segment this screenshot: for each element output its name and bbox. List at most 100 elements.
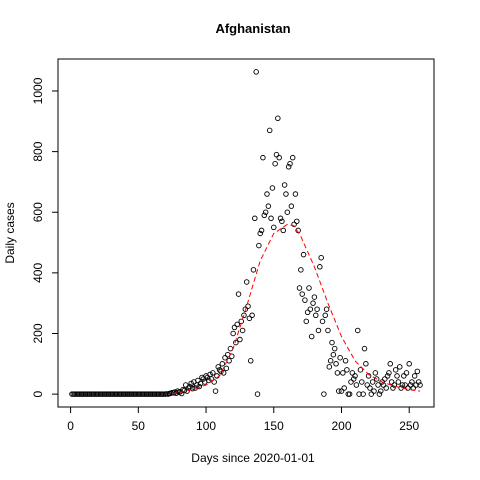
data-point [338, 388, 345, 394]
data-point [348, 379, 354, 385]
data-point [196, 383, 203, 390]
data-point [280, 227, 286, 234]
data-point [403, 370, 410, 376]
x-tick-label: 0 [67, 419, 74, 433]
data-point [331, 345, 338, 352]
data-point [391, 382, 398, 388]
data-point [234, 321, 240, 328]
data-point [283, 191, 289, 197]
data-point [372, 370, 379, 376]
data-point [292, 191, 299, 197]
data-point [304, 309, 311, 316]
data-point [407, 382, 414, 388]
smooth-line [172, 223, 421, 395]
data-point [352, 373, 358, 379]
y-tick-label: 200 [31, 323, 45, 343]
data-point [298, 267, 304, 273]
data-point [341, 385, 347, 391]
data-point [250, 267, 257, 273]
data-point [296, 285, 303, 291]
data-point [354, 327, 361, 334]
data-point [215, 364, 221, 370]
data-point [299, 291, 305, 297]
data-point [344, 367, 350, 373]
data-point [219, 361, 226, 367]
data-point [237, 336, 243, 343]
data-point [257, 230, 263, 237]
data-point [396, 364, 403, 370]
data-point [181, 387, 188, 394]
data-point [269, 185, 276, 191]
data-point [365, 373, 372, 379]
data-point [356, 391, 362, 397]
data-point [266, 127, 273, 134]
data-point [326, 364, 333, 370]
data-point [288, 203, 295, 209]
data-point [256, 242, 262, 249]
data-point [308, 333, 315, 340]
data-point [276, 154, 282, 161]
data-point [303, 318, 310, 325]
data-point [363, 361, 369, 367]
data-point [415, 379, 422, 385]
data-point [357, 367, 364, 373]
y-tick-label: 400 [31, 263, 45, 283]
data-point [220, 370, 227, 376]
data-point [306, 285, 312, 291]
data-point [323, 306, 330, 312]
data-point [273, 151, 280, 158]
data-point [265, 203, 272, 209]
plot-frame [57, 58, 435, 408]
x-tick-label: 50 [132, 419, 146, 433]
data-point [405, 385, 411, 391]
x-tick-label: 100 [196, 419, 216, 433]
data-point [172, 389, 178, 395]
data-point [210, 370, 216, 376]
chart-title: Afghanistan [215, 21, 290, 36]
data-point [330, 351, 337, 358]
data-point [262, 209, 269, 215]
data-point [268, 215, 274, 222]
data-point [349, 370, 356, 376]
data-point [247, 358, 254, 364]
data-point [294, 218, 300, 225]
data-point [336, 388, 342, 394]
data-point [313, 312, 319, 319]
data-point [392, 367, 399, 373]
data-point [395, 379, 402, 385]
data-point [260, 154, 266, 161]
data-point [223, 365, 230, 372]
data-point [310, 300, 316, 306]
data-point [376, 391, 383, 397]
x-axis-label: Days since 2020-01-01 [191, 451, 315, 465]
data-point [275, 115, 281, 122]
data-point [321, 391, 327, 397]
data-point [350, 376, 357, 382]
data-point [340, 370, 346, 376]
data-point [322, 312, 328, 319]
y-tick-label: 600 [31, 202, 45, 222]
data-point [367, 385, 373, 391]
data-point [382, 376, 388, 382]
data-point [353, 382, 360, 388]
data-point [271, 224, 277, 231]
data-point [279, 218, 285, 225]
data-point [409, 379, 415, 385]
data-point [390, 385, 396, 391]
data-point [252, 215, 258, 222]
data-point [329, 339, 335, 346]
data-point [284, 209, 291, 215]
data-point [317, 264, 323, 270]
data-point [314, 306, 320, 312]
data-point [300, 251, 307, 258]
data-point [261, 212, 268, 219]
data-point [216, 367, 223, 373]
data-point [369, 379, 376, 385]
data-point [386, 370, 392, 376]
data-point [371, 388, 377, 394]
data-point [231, 324, 238, 331]
data-point [368, 391, 375, 397]
data-point [246, 315, 253, 322]
data-point [334, 370, 341, 376]
